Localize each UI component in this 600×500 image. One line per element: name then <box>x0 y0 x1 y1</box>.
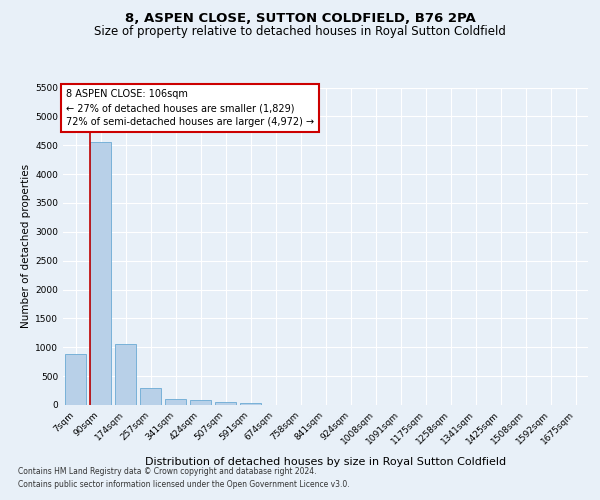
Bar <box>90 142 111 405</box>
Bar <box>165 399 186 405</box>
Bar <box>115 344 136 405</box>
Text: 8, ASPEN CLOSE, SUTTON COLDFIELD, B76 2PA: 8, ASPEN CLOSE, SUTTON COLDFIELD, B76 2P… <box>125 12 475 26</box>
Bar <box>215 402 236 405</box>
Y-axis label: Number of detached properties: Number of detached properties <box>21 164 31 328</box>
Text: Size of property relative to detached houses in Royal Sutton Coldfield: Size of property relative to detached ho… <box>94 25 506 38</box>
Bar <box>240 402 261 405</box>
Text: 8 ASPEN CLOSE: 106sqm
← 27% of detached houses are smaller (1,829)
72% of semi-d: 8 ASPEN CLOSE: 106sqm ← 27% of detached … <box>65 89 314 127</box>
Bar <box>65 354 86 405</box>
X-axis label: Distribution of detached houses by size in Royal Sutton Coldfield: Distribution of detached houses by size … <box>145 457 506 467</box>
Bar <box>190 400 211 405</box>
Text: Contains HM Land Registry data © Crown copyright and database right 2024.: Contains HM Land Registry data © Crown c… <box>18 467 317 476</box>
Text: Contains public sector information licensed under the Open Government Licence v3: Contains public sector information licen… <box>18 480 350 489</box>
Bar <box>140 388 161 405</box>
